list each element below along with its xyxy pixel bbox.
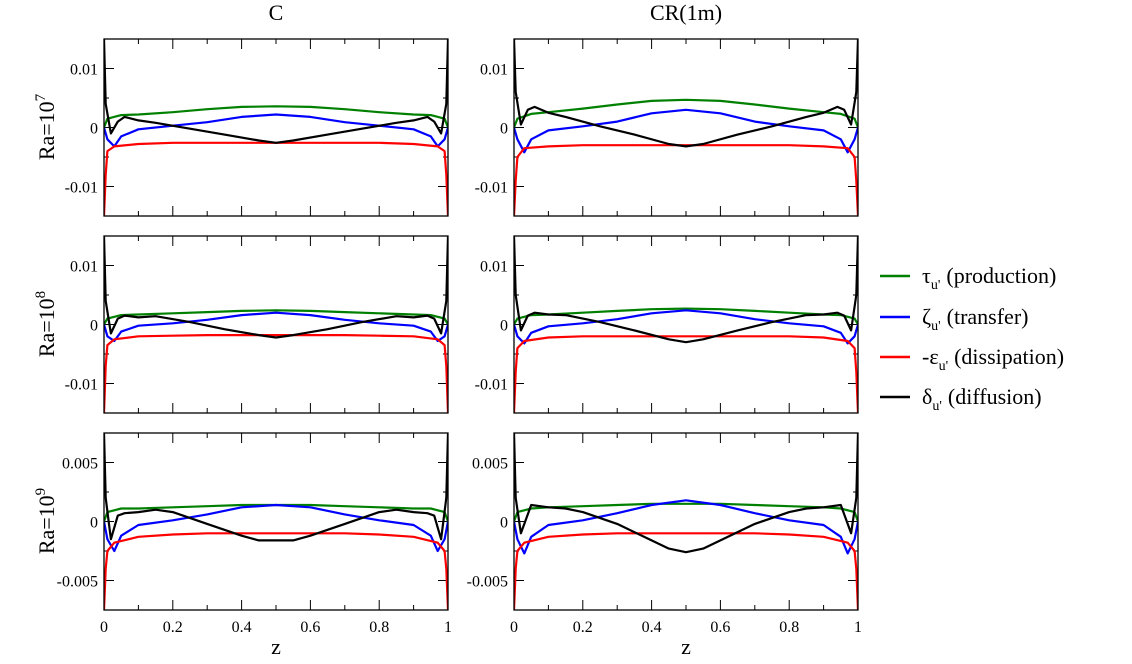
y-tick-label: -0.005 xyxy=(57,574,98,591)
panel-frame xyxy=(513,432,859,611)
x-tick-label: 0.4 xyxy=(232,619,252,636)
x-tick-label: 0.6 xyxy=(710,619,730,636)
series-dissipation-line xyxy=(514,144,858,216)
series-production-line xyxy=(514,307,858,326)
x-tick-label: 1 xyxy=(444,619,452,636)
series-diffusion-line xyxy=(514,236,858,344)
y-tick-label: 0.01 xyxy=(70,259,98,276)
y-tick-label: -0.01 xyxy=(65,180,98,197)
series-dissipation-line xyxy=(514,532,858,610)
panel-frame xyxy=(103,38,449,217)
row-label-ra9-base: Ra=10 xyxy=(34,495,59,554)
column-title-c: C xyxy=(269,0,284,25)
x-tick-label: 0.8 xyxy=(369,619,389,636)
y-tick-label: 0 xyxy=(500,515,508,532)
panel-cr1m-ra9: 0.005 0 -0.005 0 0.2 0.4 0.6 0.8 1 xyxy=(467,432,862,636)
panel-cr1m-ra8: 0.01 0 -0.01 xyxy=(475,235,859,414)
y-tick-label: 0 xyxy=(90,318,98,335)
x-tick-label: 0.6 xyxy=(300,619,320,636)
svg-text:Ra=109: Ra=109 xyxy=(33,488,59,554)
panel-frame xyxy=(103,235,449,414)
legend-item-dissipation: -εu' (dissipation) xyxy=(880,344,1064,374)
y-tick-label: 0.01 xyxy=(480,259,508,276)
series-diffusion-line xyxy=(514,433,858,554)
y-tick-label: -0.01 xyxy=(65,377,98,394)
panel-frame xyxy=(513,235,859,414)
series-production-line xyxy=(514,502,858,522)
panel-c-ra8: 0.01 0 -0.01 xyxy=(65,235,449,414)
series-diffusion-line xyxy=(104,433,448,542)
series-transfer-line xyxy=(104,311,448,343)
y-tick-label: 0.005 xyxy=(472,456,508,473)
row-label-ra7-base: Ra=10 xyxy=(34,101,59,160)
series-diffusion-line xyxy=(104,39,448,144)
y-tick-label: 0 xyxy=(90,515,98,532)
series-dissipation-line xyxy=(514,335,858,413)
x-tick-label: 0.2 xyxy=(573,619,593,636)
x-tick-label: 0.2 xyxy=(163,619,183,636)
series-diffusion-line xyxy=(104,236,448,339)
x-tick-label: 0 xyxy=(100,619,108,636)
legend-item-diffusion: δu' (diffusion) xyxy=(880,384,1042,414)
row-label-ra7: Ra=107 xyxy=(33,93,59,160)
panel-cr1m-ra7: 0.01 0 -0.01 xyxy=(475,38,859,217)
y-tick-label: 0.01 xyxy=(480,62,508,79)
x-tick-label: 0 xyxy=(510,619,518,636)
series-production-line xyxy=(514,98,858,128)
y-tick-label: 0 xyxy=(90,121,98,138)
series-diffusion-line xyxy=(514,39,858,148)
legend: τu' (production) ζu' (transfer) -εu' (dissi… xyxy=(880,263,1064,414)
x-tick-label: 1 xyxy=(854,619,862,636)
row-label-ra9: Ra=109 xyxy=(33,488,59,554)
x-tick-label: 0.4 xyxy=(642,619,662,636)
panel-c-ra9: 0.005 0 -0.005 0 0.2 0.4 0.6 0.8 1 xyxy=(57,432,452,636)
series-transfer-line xyxy=(104,113,448,148)
x-tick-label: 0.8 xyxy=(779,619,799,636)
legend-label-production: τu' (production) xyxy=(922,263,1056,293)
panel-frame xyxy=(513,38,859,217)
series-transfer-line xyxy=(514,108,858,154)
panels: 0.01 0 -0.01 0.01 0 -0.01 0.01 0 -0.01 0.01 0 -0.01… xyxy=(57,38,862,636)
column-title-cr1m: CR(1m) xyxy=(650,0,722,25)
legend-label-dissipation: -εu' (dissipation) xyxy=(922,344,1064,374)
series-dissipation-line xyxy=(104,141,448,216)
row-label-ra9-exp: 9 xyxy=(33,488,49,496)
row-label-ra8-exp: 8 xyxy=(33,291,49,299)
y-tick-label: 0 xyxy=(500,121,508,138)
series-transfer-line xyxy=(104,503,448,553)
y-tick-label: -0.01 xyxy=(475,180,508,197)
legend-item-transfer: ζu' (transfer) xyxy=(880,304,1028,334)
series-dissipation-line xyxy=(104,532,448,610)
row-label-ra8-base: Ra=10 xyxy=(34,298,59,357)
panel-c-ra7: 0.01 0 -0.01 xyxy=(65,38,449,217)
series-transfer-line xyxy=(514,309,858,345)
legend-item-production: τu' (production) xyxy=(880,263,1056,293)
y-tick-label: 0.005 xyxy=(62,456,98,473)
svg-text:Ra=108: Ra=108 xyxy=(33,291,59,357)
x-axis-label-left: z xyxy=(271,634,281,659)
x-axis-label-right: z xyxy=(681,634,691,659)
row-label-ra7-exp: 7 xyxy=(33,93,49,101)
y-tick-label: -0.01 xyxy=(475,377,508,394)
y-tick-label: -0.005 xyxy=(467,574,508,591)
legend-label-diffusion: δu' (diffusion) xyxy=(922,384,1042,414)
y-tick-label: 0 xyxy=(500,318,508,335)
row-label-ra8: Ra=108 xyxy=(33,291,59,357)
svg-text:Ra=107: Ra=107 xyxy=(33,93,59,160)
series-production-line xyxy=(104,105,448,128)
panel-frame xyxy=(103,432,449,611)
series-dissipation-line xyxy=(104,334,448,413)
series-production-line xyxy=(104,503,448,522)
y-tick-label: 0.01 xyxy=(70,62,98,79)
legend-label-transfer: ζu' (transfer) xyxy=(922,304,1028,334)
